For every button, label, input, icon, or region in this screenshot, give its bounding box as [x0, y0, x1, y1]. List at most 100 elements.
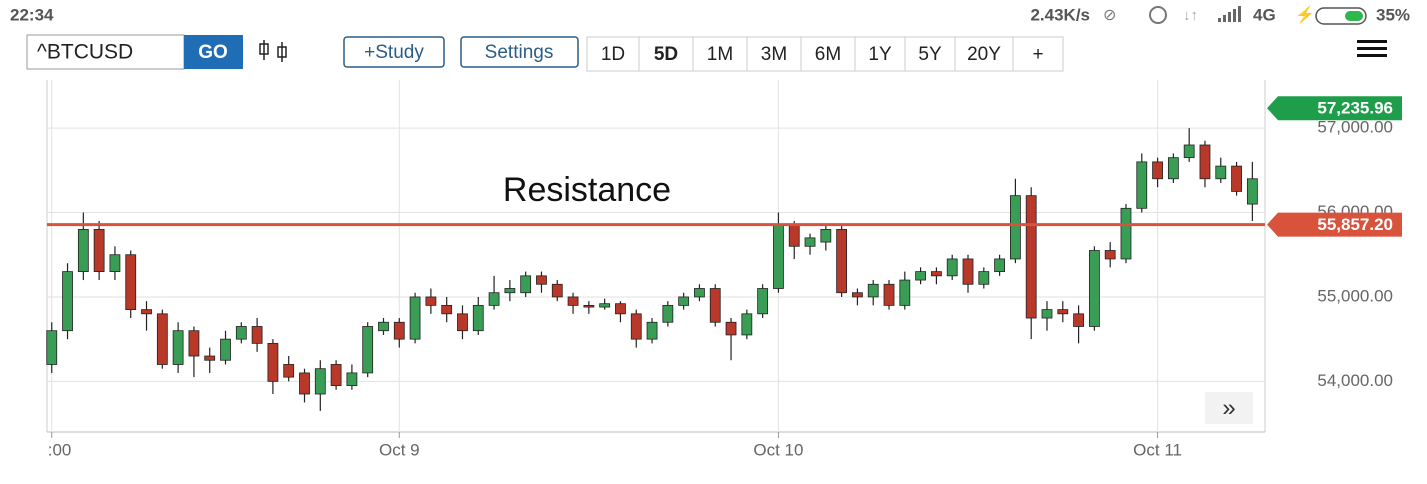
candle-body	[646, 321, 658, 340]
candle-body	[1215, 165, 1227, 180]
candle-body	[757, 288, 769, 315]
candle-body	[77, 229, 89, 273]
candle-body	[994, 258, 1005, 273]
status-speed: 2.43K/s	[1030, 5, 1090, 24]
candle-body	[1009, 195, 1021, 260]
candle-body	[725, 321, 737, 336]
candle-icon[interactable]	[259, 40, 287, 62]
symbol-input[interactable]	[26, 34, 185, 70]
candle-body	[1167, 157, 1179, 180]
resistance-annotation: Resistance	[503, 171, 671, 209]
study-label[interactable]: +Study	[364, 42, 424, 63]
x-tick-label: Oct 9	[379, 440, 420, 459]
candle-body	[267, 342, 279, 382]
range-button[interactable]	[904, 36, 956, 72]
candle-body	[172, 330, 184, 365]
icon-data: ↓↑	[1183, 7, 1198, 24]
candle-body	[46, 330, 58, 365]
range-label[interactable]: 20Y	[967, 44, 1001, 65]
go-label[interactable]: GO	[198, 42, 228, 63]
candle-body	[978, 271, 990, 285]
x-tick-label: Oct 11	[1133, 440, 1182, 459]
candle-body	[378, 321, 389, 332]
candle-body	[867, 283, 879, 298]
range-label[interactable]: 1Y	[868, 44, 892, 65]
candle-body	[156, 313, 168, 365]
battery-level	[1345, 11, 1363, 21]
icon-alarm	[1149, 6, 1167, 24]
candle-body	[551, 283, 563, 298]
icon-signal	[1218, 6, 1241, 22]
candle-body	[1073, 313, 1084, 327]
status-network: 4G	[1253, 5, 1276, 24]
candle-body	[504, 288, 516, 294]
candle-body	[362, 326, 374, 374]
candle-body	[457, 313, 468, 332]
candle-body	[599, 303, 611, 308]
range-button[interactable]	[692, 36, 748, 72]
range-button[interactable]	[746, 36, 802, 72]
range-label[interactable]: 5D	[654, 44, 678, 65]
candle-body	[1199, 144, 1211, 180]
candle-body	[235, 326, 247, 340]
settings-button[interactable]	[460, 36, 579, 68]
candle-body	[330, 364, 342, 386]
symbol-text[interactable]: ^BTCUSD	[37, 41, 133, 64]
scroll-button[interactable]	[1205, 392, 1253, 424]
candle-body	[1183, 144, 1195, 159]
range-label[interactable]: 5Y	[918, 44, 942, 65]
candle-body	[662, 304, 674, 323]
range-button[interactable]	[854, 36, 906, 72]
icon-battery	[1315, 7, 1367, 25]
candle-body	[536, 275, 547, 285]
range-button[interactable]	[638, 36, 694, 72]
range-button[interactable]	[954, 36, 1014, 72]
candle-body	[62, 271, 73, 332]
candle-body	[188, 330, 200, 357]
candle-body	[709, 288, 721, 323]
candle-body	[804, 237, 816, 247]
x-tick-label: Oct 10	[753, 440, 803, 459]
range-label[interactable]: 3M	[761, 44, 787, 65]
icon-mute: ⊘	[1103, 7, 1116, 24]
candle-body	[1025, 195, 1037, 319]
candle-body	[694, 288, 705, 298]
candle-body	[1231, 165, 1242, 192]
range-label[interactable]: 6M	[815, 44, 841, 65]
candle-body	[314, 368, 326, 395]
status-battery: 35%	[1376, 5, 1410, 24]
candle-body	[1120, 207, 1132, 260]
menu-icon[interactable]	[1357, 40, 1387, 57]
range-button[interactable]	[800, 36, 856, 72]
last-price-label: 57,235.96	[1317, 99, 1393, 118]
go-button[interactable]	[184, 35, 243, 69]
candle-body	[1057, 309, 1069, 315]
candle-body	[283, 364, 295, 378]
range-button[interactable]	[1012, 36, 1064, 72]
study-button[interactable]	[343, 36, 445, 68]
candle-body	[346, 372, 358, 386]
range-label[interactable]: 1M	[707, 44, 733, 65]
candle-body	[204, 355, 216, 361]
candle-body	[93, 229, 105, 273]
candle-body	[741, 313, 753, 336]
candle-body	[472, 304, 484, 332]
scroll-icon[interactable]: »	[1222, 394, 1235, 421]
candle-body	[409, 296, 421, 340]
candle-body	[773, 224, 784, 289]
candle-body	[962, 258, 974, 285]
range-label[interactable]: +	[1032, 44, 1043, 65]
settings-label[interactable]: Settings	[485, 42, 554, 63]
candle-body	[393, 321, 405, 340]
candle-body	[678, 296, 690, 306]
candle-body	[220, 338, 231, 361]
candle-body	[899, 279, 911, 306]
status-time: 22:34	[10, 5, 54, 24]
candle-body	[820, 229, 832, 243]
candle-body	[1088, 250, 1100, 327]
candle-body	[567, 296, 579, 306]
range-label[interactable]: 1D	[601, 44, 625, 65]
candle-body	[946, 258, 958, 277]
candle-body	[299, 372, 310, 395]
